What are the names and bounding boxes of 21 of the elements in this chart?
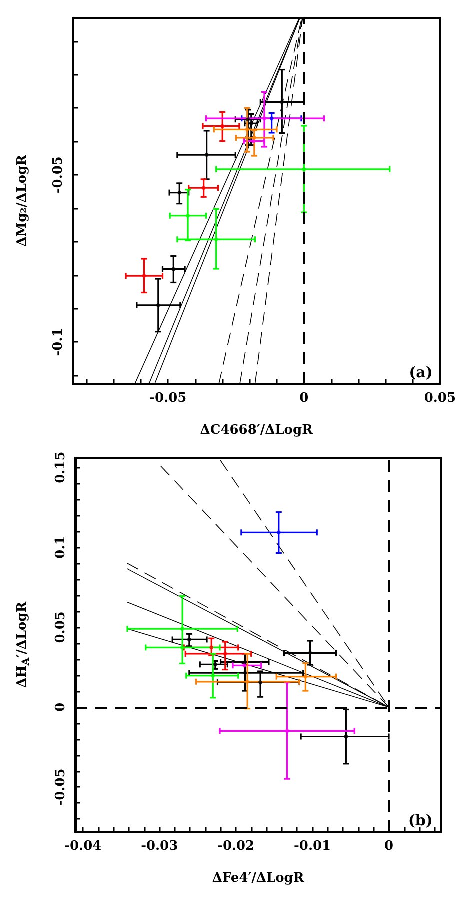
- y-tick-label: -0.05: [54, 768, 68, 806]
- x-tick-label: 0.05: [424, 391, 456, 406]
- x-tick-label: 0: [300, 391, 309, 406]
- x-axis-title: ΔFe4′/ΔLogR: [212, 871, 304, 886]
- annotation: (a): [409, 364, 434, 382]
- y-tick-label: 0.15: [54, 452, 68, 484]
- x-tick-label: -0.03: [141, 839, 178, 854]
- x-tick-label: -0.04: [64, 839, 102, 854]
- y-axis-title: ΔHA′/ΔLogR: [15, 602, 32, 688]
- x-tick-label: -0.01: [294, 839, 332, 854]
- x-tick-label: 0: [384, 839, 394, 854]
- y-axis-title: ΔMg₂/ΔLogR: [15, 154, 30, 247]
- y-tick-label: 0.05: [54, 612, 68, 644]
- annotation: (b): [408, 812, 434, 830]
- x-tick-label: -0.05: [150, 391, 187, 406]
- y-tick-label: -0.05: [51, 156, 66, 194]
- x-tick-label: -0.02: [218, 839, 255, 854]
- x-axis-title: ΔC4668′/ΔLogR: [200, 423, 314, 438]
- y-tick-label: 0.1: [54, 536, 68, 559]
- y-tick-label: -0.1: [51, 328, 66, 356]
- y-tick-label: 0: [54, 702, 68, 712]
